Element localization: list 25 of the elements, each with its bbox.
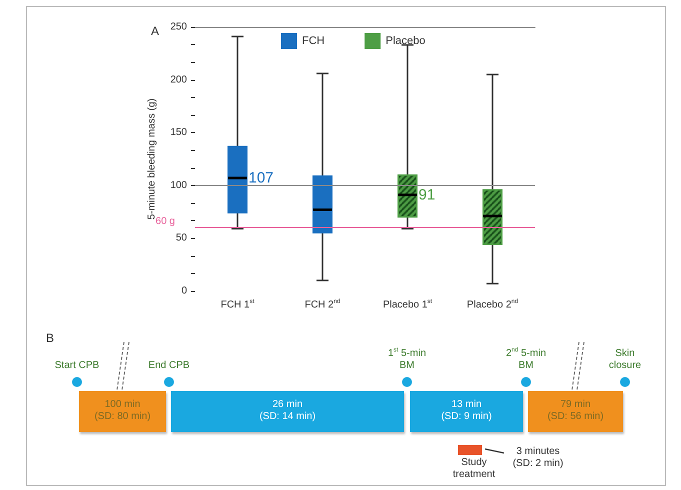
y-tick-label: 200 bbox=[170, 74, 188, 86]
legend-label: FCH bbox=[302, 35, 325, 47]
category-label: Start CPB bbox=[54, 360, 100, 372]
legend-label: Placebo bbox=[386, 35, 426, 47]
text: 13 min (SD: 9 min) bbox=[440, 399, 493, 423]
annotation: 91 bbox=[418, 186, 436, 204]
category-label: 2$^{nd}$ 5-min BM bbox=[504, 348, 548, 372]
y-tick-label: 50 bbox=[176, 232, 188, 244]
category-label: 1$^{st}$ 5-min BM bbox=[386, 348, 428, 372]
text: 26 min (SD: 14 min) bbox=[258, 399, 317, 423]
y-tick-label: 250 bbox=[170, 22, 188, 32]
category-label: End CPB bbox=[147, 360, 191, 372]
text: 3 minutes (SD: 2 min) bbox=[512, 446, 564, 470]
category-label: Skin closure bbox=[608, 348, 642, 372]
text: 79 min (SD: 56 min) bbox=[546, 399, 605, 423]
ref-line-label: 60 g bbox=[156, 216, 175, 228]
y-tick-label: 100 bbox=[170, 180, 188, 191]
y-tick-label: 0 bbox=[181, 286, 188, 296]
text: Study treatment bbox=[452, 457, 496, 481]
chart-title: A bbox=[151, 24, 160, 38]
text: B bbox=[46, 331, 54, 345]
annotation: 107 bbox=[248, 170, 274, 187]
text: 100 min (SD: 80 min) bbox=[93, 399, 152, 423]
y-tick-label: 150 bbox=[170, 127, 188, 138]
y-axis-title: 5-minute bleeding mass (g) bbox=[146, 98, 158, 220]
